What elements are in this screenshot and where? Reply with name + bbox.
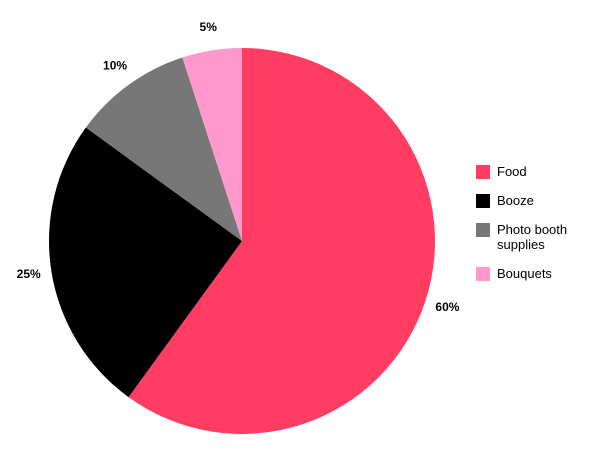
pie-slice <box>85 57 243 241</box>
value-label: 60% <box>435 300 459 314</box>
pie-slice <box>128 48 436 435</box>
value-label: 5% <box>200 20 218 34</box>
legend-swatch <box>476 267 490 281</box>
legend: Food Booze Photo booth supplies Bouquets <box>476 164 600 295</box>
legend-swatch <box>476 223 490 237</box>
legend-item: Booze <box>476 193 600 208</box>
legend-label: Booze <box>497 193 534 208</box>
legend-label: Bouquets <box>497 266 552 281</box>
legend-item: Food <box>476 164 600 179</box>
value-label: 25% <box>17 267 41 281</box>
legend-label: Photo booth supplies <box>497 222 568 252</box>
legend-item: Photo booth supplies <box>476 222 600 252</box>
pie-slice <box>182 48 242 241</box>
legend-item: Bouquets <box>476 266 600 281</box>
legend-swatch <box>476 165 490 179</box>
legend-label: Food <box>497 164 527 179</box>
pie-slice <box>48 127 243 398</box>
value-label: 10% <box>103 58 127 72</box>
legend-swatch <box>476 194 490 208</box>
